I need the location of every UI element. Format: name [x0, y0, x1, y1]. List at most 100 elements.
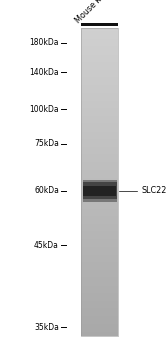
- Bar: [81, 205, 118, 206]
- Bar: [81, 122, 118, 124]
- Bar: [81, 201, 118, 202]
- Bar: [81, 185, 118, 186]
- Bar: [81, 316, 118, 317]
- Bar: [81, 225, 118, 226]
- Bar: [81, 36, 118, 37]
- Bar: [81, 38, 118, 39]
- Bar: [81, 223, 118, 224]
- Bar: [81, 191, 118, 192]
- Bar: [81, 268, 118, 269]
- Bar: [81, 212, 118, 213]
- Bar: [81, 102, 118, 103]
- Bar: [81, 206, 118, 208]
- Bar: [81, 309, 118, 310]
- Bar: [81, 232, 118, 233]
- Bar: [81, 291, 118, 292]
- Bar: [81, 326, 118, 327]
- Bar: [81, 113, 118, 114]
- Bar: [81, 91, 118, 92]
- Bar: [81, 83, 118, 84]
- Bar: [81, 160, 118, 161]
- Bar: [81, 218, 118, 219]
- Bar: [81, 323, 118, 324]
- Bar: [81, 303, 118, 304]
- Bar: [81, 187, 118, 188]
- Bar: [81, 77, 118, 78]
- Bar: [81, 49, 118, 50]
- Bar: [81, 325, 118, 326]
- Bar: [81, 253, 118, 254]
- Bar: [81, 43, 118, 44]
- Bar: [81, 281, 118, 282]
- Bar: [81, 307, 118, 308]
- Bar: [81, 70, 118, 71]
- Bar: [81, 154, 118, 155]
- Bar: [81, 106, 118, 107]
- Bar: [81, 72, 118, 73]
- Bar: [81, 107, 118, 108]
- Bar: [81, 189, 118, 190]
- Bar: [81, 135, 118, 136]
- Bar: [81, 139, 118, 140]
- Bar: [81, 184, 118, 185]
- Bar: [81, 41, 118, 42]
- Bar: [81, 95, 118, 96]
- Bar: [81, 177, 118, 178]
- Bar: [81, 260, 118, 261]
- Bar: [81, 175, 118, 176]
- Bar: [81, 134, 118, 135]
- Bar: [81, 127, 118, 128]
- Bar: [81, 245, 118, 246]
- Bar: [81, 172, 118, 173]
- Bar: [81, 52, 118, 54]
- Bar: [81, 133, 118, 134]
- Bar: [81, 236, 118, 237]
- Bar: [81, 51, 118, 52]
- Bar: [81, 331, 118, 332]
- Bar: [81, 166, 118, 167]
- Bar: [81, 152, 118, 153]
- Bar: [81, 179, 118, 180]
- Bar: [81, 168, 118, 169]
- Bar: [81, 296, 118, 297]
- Bar: [81, 82, 118, 83]
- Bar: [81, 180, 118, 181]
- Bar: [81, 320, 118, 321]
- Bar: [81, 71, 118, 72]
- Bar: [81, 234, 118, 236]
- Bar: [81, 181, 118, 182]
- Bar: [81, 32, 118, 33]
- Bar: [81, 141, 118, 142]
- Bar: [81, 111, 118, 112]
- Bar: [81, 278, 118, 279]
- Bar: [81, 110, 118, 111]
- Bar: [81, 197, 118, 198]
- Bar: [81, 148, 118, 149]
- Bar: [81, 314, 118, 315]
- Bar: [81, 264, 118, 265]
- Bar: [81, 318, 118, 320]
- Bar: [81, 269, 118, 270]
- Bar: [83, 180, 117, 202]
- Bar: [81, 263, 118, 264]
- Bar: [81, 125, 118, 126]
- Bar: [81, 310, 118, 312]
- Bar: [81, 274, 118, 275]
- Bar: [81, 294, 118, 295]
- Bar: [81, 333, 118, 334]
- Bar: [81, 231, 118, 232]
- Bar: [81, 167, 118, 168]
- Bar: [81, 271, 118, 272]
- Bar: [81, 48, 118, 49]
- Bar: [81, 37, 118, 38]
- Bar: [81, 211, 118, 212]
- Bar: [81, 108, 118, 109]
- Bar: [81, 33, 118, 34]
- Text: 75kDa: 75kDa: [34, 139, 59, 148]
- Bar: [81, 93, 118, 94]
- Bar: [81, 239, 118, 240]
- Bar: [81, 292, 118, 293]
- Bar: [81, 144, 118, 145]
- Bar: [81, 64, 118, 65]
- Bar: [81, 163, 118, 164]
